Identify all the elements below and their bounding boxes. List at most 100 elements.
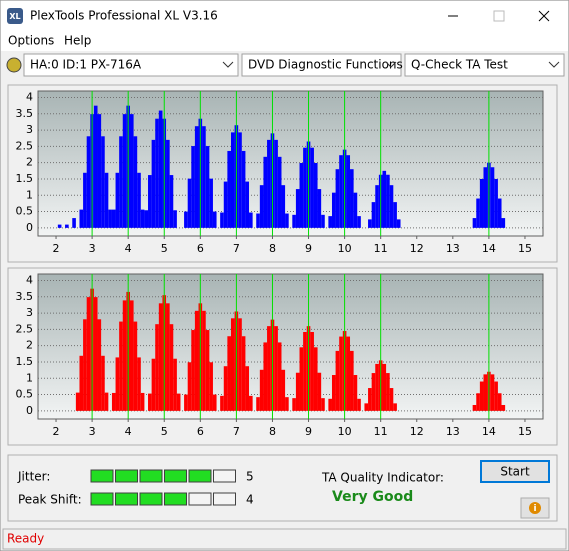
bar	[483, 374, 488, 411]
dropdown-arrow	[222, 61, 234, 68]
bar	[382, 363, 387, 411]
status-text: Ready	[7, 532, 44, 546]
bar	[238, 132, 242, 228]
bar	[393, 202, 397, 228]
bar	[230, 318, 235, 411]
function-select-text: DVD Diagnostic Functions	[248, 58, 403, 72]
meter-segment	[139, 492, 163, 506]
y-tick-label: 3	[26, 123, 33, 136]
ta-quality-label: TA Quality Indicator:	[321, 471, 444, 485]
x-tick-label: 9	[305, 242, 312, 255]
y-tick-label: 1.5	[16, 172, 34, 185]
bar	[223, 181, 228, 228]
bar	[393, 403, 397, 411]
bar	[187, 362, 192, 411]
y-tick-label: 3.5	[16, 107, 34, 120]
bar	[277, 342, 282, 411]
bar	[281, 185, 286, 228]
bar	[310, 147, 314, 228]
bar	[79, 209, 84, 228]
bar	[83, 172, 87, 228]
bar	[476, 198, 480, 228]
y-tick-label: 4	[26, 274, 33, 287]
bar	[353, 192, 358, 228]
x-tick-label: 2	[53, 425, 60, 438]
bar	[256, 213, 260, 228]
maximize-button[interactable]	[493, 10, 505, 22]
bar	[101, 136, 105, 228]
menu-item[interactable]: Options	[8, 34, 54, 48]
title-bar	[1, 1, 568, 31]
bar	[479, 381, 484, 411]
meter-segment	[115, 492, 138, 506]
bar	[256, 397, 260, 411]
bar	[104, 392, 109, 411]
bar	[259, 185, 264, 228]
bar	[111, 392, 116, 411]
bar	[494, 381, 498, 411]
results-panel	[7, 454, 558, 522]
bar	[176, 393, 181, 411]
start-button[interactable]	[480, 460, 550, 483]
bar	[259, 369, 264, 411]
ta-quality-value: Very Good	[332, 489, 413, 505]
bar	[310, 332, 314, 411]
menu-item[interactable]: Help	[64, 34, 91, 48]
dropdown-arrow	[548, 61, 560, 68]
bar	[72, 218, 76, 228]
bar	[158, 110, 163, 228]
x-tick-label: 15	[518, 425, 532, 438]
bar	[220, 395, 224, 411]
drive-icon	[6, 57, 22, 73]
x-tick-label: 8	[269, 425, 276, 438]
bar	[119, 321, 123, 411]
bar	[292, 398, 296, 411]
test-select[interactable]	[404, 53, 565, 77]
x-tick-label: 3	[89, 425, 96, 438]
bar	[137, 357, 141, 411]
function-select[interactable]	[241, 53, 402, 77]
bar	[317, 372, 322, 411]
bar	[267, 326, 271, 411]
start-button-label: Start	[500, 465, 530, 479]
y-tick-label: 2	[26, 156, 33, 169]
bar	[184, 211, 188, 228]
y-tick-label: 0.5	[16, 205, 34, 218]
bar	[346, 155, 351, 228]
bar	[277, 156, 282, 228]
x-tick-label: 6	[197, 242, 204, 255]
meter-segment	[164, 469, 187, 483]
y-tick-label: 4	[26, 91, 33, 104]
app-icon-glyph: XL	[9, 12, 20, 21]
bar	[133, 321, 138, 411]
bar	[497, 393, 502, 411]
bar	[151, 358, 156, 411]
bar	[371, 202, 376, 228]
bar	[501, 218, 506, 228]
bar	[350, 350, 354, 411]
drive-select[interactable]	[23, 53, 239, 77]
bar	[375, 185, 379, 228]
close-button[interactable]	[538, 10, 550, 22]
x-tick-label: 4	[125, 242, 132, 255]
bar	[501, 404, 506, 411]
bar	[209, 178, 213, 228]
status-bar	[2, 528, 567, 550]
bar	[472, 404, 477, 411]
info-icon	[529, 502, 541, 514]
bar	[158, 303, 163, 411]
bar	[299, 163, 304, 228]
bar	[295, 189, 300, 228]
bar	[295, 372, 300, 411]
bar	[191, 330, 195, 411]
meter-segment	[164, 492, 187, 506]
y-tick-label: 3.5	[16, 290, 34, 303]
bar	[111, 209, 116, 228]
bar	[303, 332, 307, 411]
app-icon	[7, 8, 23, 24]
bar	[184, 394, 188, 411]
bar	[202, 310, 206, 411]
bar	[479, 178, 484, 228]
bar	[104, 172, 109, 228]
